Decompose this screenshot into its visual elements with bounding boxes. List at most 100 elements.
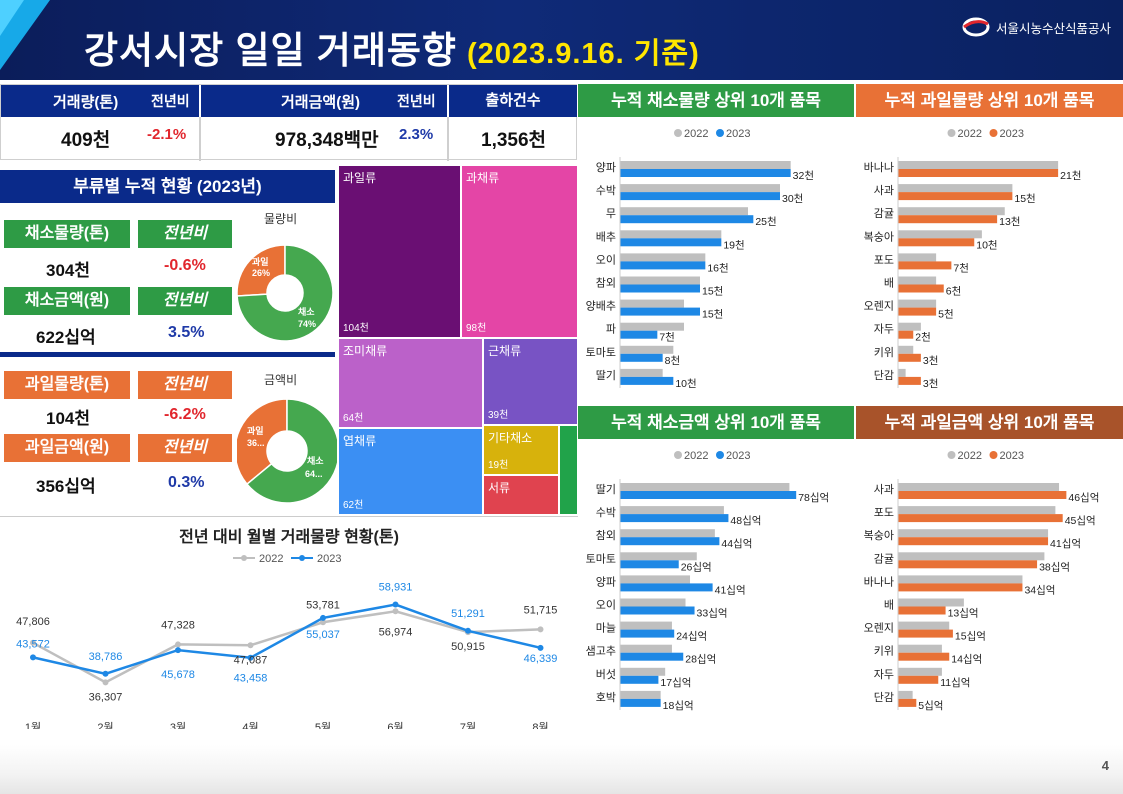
data-label-2022: 53,781 bbox=[306, 599, 340, 611]
bar-2022 bbox=[898, 506, 1056, 515]
category-label: 단감 bbox=[874, 369, 894, 382]
amount-share-donut bbox=[237, 398, 337, 504]
bar-2023 bbox=[898, 652, 950, 661]
legend-marker-2022 bbox=[947, 451, 956, 459]
point-2022 bbox=[392, 608, 399, 615]
point-2022 bbox=[102, 679, 109, 686]
bar-2022 bbox=[898, 345, 914, 354]
bar-value-label: 16천 bbox=[707, 262, 728, 274]
x-tick-label: 3월 bbox=[170, 721, 186, 729]
category-label: 바나나 bbox=[864, 161, 894, 174]
treemap-label: 과일류 bbox=[343, 171, 377, 185]
category-label: 오렌지 bbox=[864, 622, 894, 635]
bar-2023 bbox=[898, 537, 1049, 546]
fruit-amount-title: 누적 과일금액 상위 10개 품목 bbox=[856, 406, 1123, 439]
category-label: 바나나 bbox=[864, 575, 894, 588]
veg-amount-panel: 누적 채소금액 상위 10개 품목 2022 2023 딸기 78십억 수박 48십억 참외… bbox=[578, 406, 854, 728]
veg-amount-header: 채소금액(원) bbox=[4, 287, 130, 315]
bar-2023 bbox=[620, 284, 700, 293]
bar-2023 bbox=[620, 169, 791, 177]
fruit-amount-panel: 누적 과일금액 상위 10개 품목 2022 2023 사과 46십억 포도 45십억 복숭… bbox=[856, 406, 1123, 728]
veg-volume-yoy-header: 전년비 bbox=[138, 220, 232, 248]
fruit-volume-value: 104천 bbox=[46, 409, 91, 428]
bar-2023 bbox=[620, 261, 706, 270]
donut1-veg-label: 채소 bbox=[298, 307, 315, 317]
category-label: 참외 bbox=[596, 277, 616, 290]
bar-2022 bbox=[898, 529, 1049, 538]
bar-2022 bbox=[620, 230, 722, 239]
x-tick-label: 2월 bbox=[97, 721, 113, 729]
bar-2022 bbox=[898, 690, 913, 699]
category-label: 토마토 bbox=[586, 346, 616, 359]
amount-header bbox=[201, 85, 447, 117]
bar-value-label: 15천 bbox=[702, 309, 723, 321]
bar-legend: 2022 2023 bbox=[674, 128, 750, 140]
veg-amount-yoy: 3.5% bbox=[168, 324, 205, 341]
bar-2022 bbox=[620, 322, 684, 331]
treemap-cell-leafy: 엽채류 62천 bbox=[338, 428, 483, 515]
veg-volume-bar-chart: 2022 2023양파32천수박30천무25천배추19천오이16천참외15천양배추… bbox=[586, 128, 814, 390]
veg-volume-value: 304천 bbox=[46, 261, 91, 280]
treemap-cell-seasoning: 조미채류 64천 bbox=[338, 338, 483, 428]
bar-2022 bbox=[898, 598, 964, 607]
bar-2023 bbox=[898, 629, 953, 638]
bar-value-label: 48십억 bbox=[730, 515, 761, 527]
data-label-2023: 45,678 bbox=[161, 669, 195, 681]
bar-2023 bbox=[620, 353, 663, 362]
data-label-2022: 51,715 bbox=[524, 604, 558, 616]
page-number: 4 bbox=[1101, 758, 1109, 773]
point-2023 bbox=[175, 647, 181, 654]
volume-yoy-label: 전년비 bbox=[151, 93, 190, 109]
line-legend: 2022 2023 bbox=[233, 553, 341, 565]
bar-2022 bbox=[620, 552, 697, 561]
org-name: 서울시농수산식품공사 bbox=[995, 21, 1111, 36]
bar-2023 bbox=[620, 583, 713, 592]
point-2022 bbox=[320, 619, 326, 626]
data-label-2022: 50,915 bbox=[451, 641, 485, 653]
bar-value-label: 18십억 bbox=[663, 700, 694, 712]
bar-value-label: 46십억 bbox=[1068, 492, 1099, 504]
treemap-value: 62천 bbox=[343, 500, 364, 511]
donut-slice-fruit bbox=[236, 244, 286, 297]
bar-value-label: 15천 bbox=[1014, 193, 1035, 205]
amount-value: 978,348백만 bbox=[275, 130, 379, 151]
legend-marker-2023 bbox=[299, 555, 305, 561]
amount-yoy: 2.3% bbox=[399, 126, 434, 143]
legend-label-2023: 2023 bbox=[726, 128, 750, 140]
bar-2023 bbox=[620, 491, 797, 499]
category-label: 샘고추 bbox=[586, 645, 616, 658]
donut1-fruit-label: 과일 bbox=[252, 257, 269, 267]
category-title-text: 부류별 누적 현황 (2023년) bbox=[73, 177, 262, 196]
monthly-volume-panel: 전년 대비 월별 거래물량 현황(톤) 2022 2023 47,806 36,307… bbox=[0, 516, 578, 729]
category-label: 양파 bbox=[596, 161, 616, 174]
treemap-label: 근채류 bbox=[488, 344, 522, 358]
org-logo: 서울시농수산식품공사 bbox=[962, 16, 1111, 38]
fruit-volume-title: 누적 과일물량 상위 10개 품목 bbox=[856, 84, 1123, 117]
bar-2022 bbox=[620, 621, 672, 630]
bar-value-label: 33십억 bbox=[697, 608, 728, 620]
org-logo-icon bbox=[962, 17, 990, 37]
legend-marker-2022 bbox=[674, 129, 682, 137]
donut1-veg-pct: 74% bbox=[298, 319, 317, 329]
donut-slice-fruit bbox=[237, 398, 288, 486]
bar-2023 bbox=[898, 330, 914, 339]
amount-yoy-label: 전년비 bbox=[397, 93, 436, 109]
treemap-value: 39천 bbox=[488, 410, 509, 421]
bar-2022 bbox=[898, 667, 942, 676]
category-label: 복숭아 bbox=[864, 529, 894, 542]
volume-header bbox=[1, 85, 199, 117]
legend-label-2023: 2023 bbox=[726, 450, 750, 462]
data-label-2023: 46,339 bbox=[524, 653, 558, 665]
donut2-veg-label: 채소 bbox=[307, 456, 324, 466]
bar-2022 bbox=[898, 299, 937, 308]
bar-2023 bbox=[620, 675, 659, 684]
bar-2022 bbox=[620, 345, 674, 354]
category-label: 호박 bbox=[596, 691, 616, 704]
bar-2023 bbox=[620, 215, 754, 224]
bar-2022 bbox=[898, 621, 950, 630]
bar-value-label: 30천 bbox=[782, 193, 803, 205]
category-label: 키위 bbox=[874, 645, 894, 658]
category-label: 자두 bbox=[874, 323, 894, 336]
